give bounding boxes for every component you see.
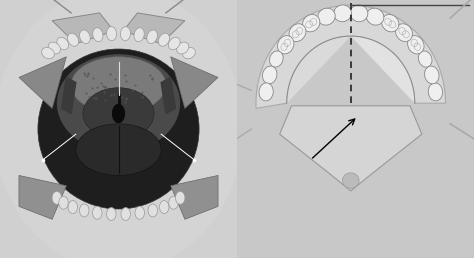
Ellipse shape — [120, 27, 130, 41]
Ellipse shape — [42, 47, 55, 59]
Ellipse shape — [67, 33, 79, 46]
Ellipse shape — [425, 66, 439, 84]
Ellipse shape — [52, 191, 62, 204]
Ellipse shape — [408, 36, 424, 54]
Ellipse shape — [71, 57, 166, 114]
Ellipse shape — [80, 30, 90, 44]
Ellipse shape — [68, 201, 78, 214]
Ellipse shape — [107, 207, 116, 220]
Polygon shape — [113, 104, 124, 123]
Ellipse shape — [57, 54, 180, 152]
Ellipse shape — [76, 124, 161, 175]
Ellipse shape — [259, 83, 273, 101]
Polygon shape — [123, 13, 185, 44]
Ellipse shape — [182, 47, 195, 59]
Polygon shape — [161, 77, 175, 114]
Ellipse shape — [147, 30, 157, 44]
Polygon shape — [19, 175, 66, 219]
Ellipse shape — [350, 5, 368, 22]
Ellipse shape — [318, 8, 335, 25]
Ellipse shape — [289, 24, 306, 42]
Polygon shape — [351, 36, 415, 103]
Polygon shape — [52, 13, 114, 44]
Ellipse shape — [93, 28, 103, 42]
Ellipse shape — [38, 49, 199, 209]
Ellipse shape — [59, 196, 68, 209]
Polygon shape — [256, 5, 446, 108]
Ellipse shape — [92, 206, 102, 219]
Ellipse shape — [302, 14, 320, 32]
Ellipse shape — [342, 173, 359, 188]
Ellipse shape — [121, 207, 130, 220]
Ellipse shape — [334, 5, 351, 22]
Ellipse shape — [419, 51, 432, 67]
Ellipse shape — [175, 191, 185, 204]
Ellipse shape — [148, 204, 157, 217]
Ellipse shape — [57, 37, 69, 50]
Polygon shape — [19, 57, 66, 108]
Ellipse shape — [270, 51, 283, 67]
Ellipse shape — [48, 42, 60, 54]
Ellipse shape — [382, 14, 399, 32]
Ellipse shape — [0, 0, 243, 258]
Polygon shape — [62, 77, 76, 114]
Ellipse shape — [80, 204, 89, 217]
Ellipse shape — [396, 24, 412, 42]
Ellipse shape — [168, 37, 180, 50]
Ellipse shape — [277, 36, 294, 54]
Polygon shape — [287, 36, 352, 103]
Ellipse shape — [263, 66, 277, 84]
Ellipse shape — [177, 42, 189, 54]
Ellipse shape — [366, 8, 384, 25]
Polygon shape — [171, 175, 218, 219]
Ellipse shape — [158, 33, 170, 46]
Ellipse shape — [428, 83, 443, 101]
Ellipse shape — [135, 206, 145, 219]
Ellipse shape — [134, 28, 144, 42]
Polygon shape — [280, 106, 422, 191]
Ellipse shape — [169, 196, 178, 209]
Polygon shape — [171, 57, 218, 108]
Ellipse shape — [159, 201, 169, 214]
Ellipse shape — [107, 27, 117, 41]
Ellipse shape — [83, 88, 154, 139]
